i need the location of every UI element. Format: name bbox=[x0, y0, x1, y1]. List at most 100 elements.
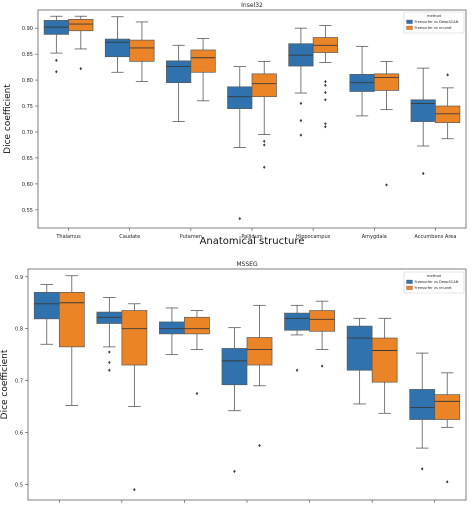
outlier-point bbox=[233, 469, 236, 474]
iqr-box bbox=[96, 311, 123, 324]
box-deepscan-5 bbox=[346, 317, 373, 405]
iqr-box bbox=[435, 105, 461, 123]
outlier-point bbox=[79, 67, 83, 71]
box-nnunet-3 bbox=[251, 60, 277, 169]
legend-swatch bbox=[406, 285, 413, 290]
outlier-point bbox=[324, 122, 327, 126]
iqr-box bbox=[68, 18, 94, 32]
iqr-box bbox=[129, 39, 155, 62]
iqr-box bbox=[346, 325, 373, 371]
iqr-box bbox=[251, 73, 277, 98]
legend-swatch bbox=[406, 19, 413, 24]
iqr-box bbox=[371, 337, 398, 383]
iqr-box bbox=[227, 86, 253, 109]
chart-panel-1: Insel32 0.55 0.60 0.65 0.70 0.75 0.80 0.85 0.90 D… bbox=[3, 2, 467, 247]
outlier-point bbox=[299, 118, 303, 123]
y-tick-label: 0.90 bbox=[22, 26, 33, 32]
x-tick-label: Accumbens Area bbox=[414, 234, 456, 240]
outlier-point bbox=[421, 171, 425, 176]
y-tick-label: 0.75 bbox=[22, 104, 33, 110]
legend-box bbox=[403, 271, 465, 294]
outlier-point bbox=[385, 183, 388, 187]
iqr-box bbox=[184, 316, 210, 335]
box-deepscan-3 bbox=[221, 327, 248, 474]
outlier-point bbox=[133, 488, 136, 492]
x-axis-label: Anatomical structure bbox=[200, 236, 305, 247]
legend-label: Freesurfer vs nnunet bbox=[415, 286, 453, 290]
iqr-box bbox=[434, 394, 461, 420]
iqr-box bbox=[409, 389, 436, 420]
iqr-box bbox=[284, 312, 310, 331]
box-nnunet-1 bbox=[129, 21, 155, 83]
iqr-box bbox=[104, 38, 131, 58]
outlier-point bbox=[324, 83, 327, 87]
outlier-point bbox=[258, 443, 261, 448]
iqr-box bbox=[221, 348, 248, 386]
y-tick-label: 0.5 bbox=[15, 482, 23, 488]
outlier-point bbox=[108, 350, 111, 354]
iqr-box bbox=[309, 310, 335, 332]
legend-title: method bbox=[427, 274, 441, 278]
y-tick-label: 0.80 bbox=[22, 78, 33, 84]
legend-swatch bbox=[406, 279, 413, 284]
y-tick-label: 0.9 bbox=[15, 275, 23, 281]
legend: method Freesurfer vs DeepSCAN Freesurfer v… bbox=[403, 11, 465, 34]
outlier-point bbox=[262, 143, 266, 147]
iqr-box bbox=[246, 337, 273, 366]
box-deepscan-4 bbox=[284, 304, 310, 372]
x-tick-label: Thalamus bbox=[55, 234, 81, 240]
box-nnunet-4 bbox=[312, 25, 338, 129]
outlier-point bbox=[262, 139, 266, 143]
outlier-point bbox=[320, 364, 324, 368]
box-deepscan-1 bbox=[96, 297, 123, 372]
box-nnunet-2 bbox=[184, 310, 210, 396]
legend: method Freesurfer vs DeepSCAN Freesurfer v… bbox=[403, 271, 465, 294]
box-nnunet-5 bbox=[371, 317, 398, 414]
outlier-point bbox=[420, 467, 424, 471]
x-tick-label: Putamen bbox=[180, 234, 202, 240]
iqr-box bbox=[121, 310, 148, 366]
outlier-point bbox=[446, 73, 449, 77]
outlier-point bbox=[195, 391, 199, 396]
y-tick-label: 0.65 bbox=[22, 156, 33, 162]
outlier-point bbox=[299, 101, 303, 106]
box-deepscan-5 bbox=[349, 45, 375, 117]
box-nnunet-5 bbox=[373, 60, 400, 187]
outlier-point bbox=[324, 90, 327, 95]
box-nnunet-6 bbox=[435, 73, 461, 140]
outlier-point bbox=[295, 368, 299, 372]
outlier-point bbox=[445, 480, 449, 484]
x-tick-label: Caudate bbox=[119, 234, 140, 240]
outlier-point bbox=[55, 58, 58, 62]
iqr-box bbox=[373, 73, 400, 91]
iqr-box bbox=[33, 292, 60, 320]
box-deepscan-3 bbox=[227, 66, 253, 221]
box-nnunet-2 bbox=[190, 38, 216, 102]
y-tick-label: 0.55 bbox=[22, 208, 33, 214]
outlier-point bbox=[299, 133, 303, 137]
iqr-box bbox=[159, 321, 185, 335]
y-axis-label: Dice coefficient bbox=[3, 84, 13, 154]
y-tick-label: 0.60 bbox=[22, 182, 33, 188]
x-tick-label: Pallidum bbox=[241, 234, 262, 240]
outlier-point bbox=[324, 98, 327, 102]
outlier-point bbox=[324, 80, 327, 84]
box-nnunet-0 bbox=[68, 15, 94, 71]
box-deepscan-6 bbox=[410, 67, 436, 176]
y-tick-label: 0.8 bbox=[15, 327, 23, 333]
outlier-point bbox=[108, 368, 111, 372]
legend-box bbox=[403, 11, 465, 34]
iqr-box bbox=[190, 49, 216, 73]
box-nnunet-3 bbox=[246, 304, 273, 448]
y-tick-label: 0.85 bbox=[22, 52, 33, 58]
outlier-point bbox=[324, 125, 327, 129]
iqr-box bbox=[58, 292, 85, 348]
y-tick-label: 0.70 bbox=[22, 130, 33, 136]
legend-title: method bbox=[427, 14, 441, 18]
outlier-point bbox=[262, 165, 266, 169]
box-nnunet-4 bbox=[309, 300, 335, 368]
legend-label: Freesurfer vs DeepSCAN bbox=[415, 280, 459, 284]
box-deepscan-6 bbox=[409, 352, 436, 471]
